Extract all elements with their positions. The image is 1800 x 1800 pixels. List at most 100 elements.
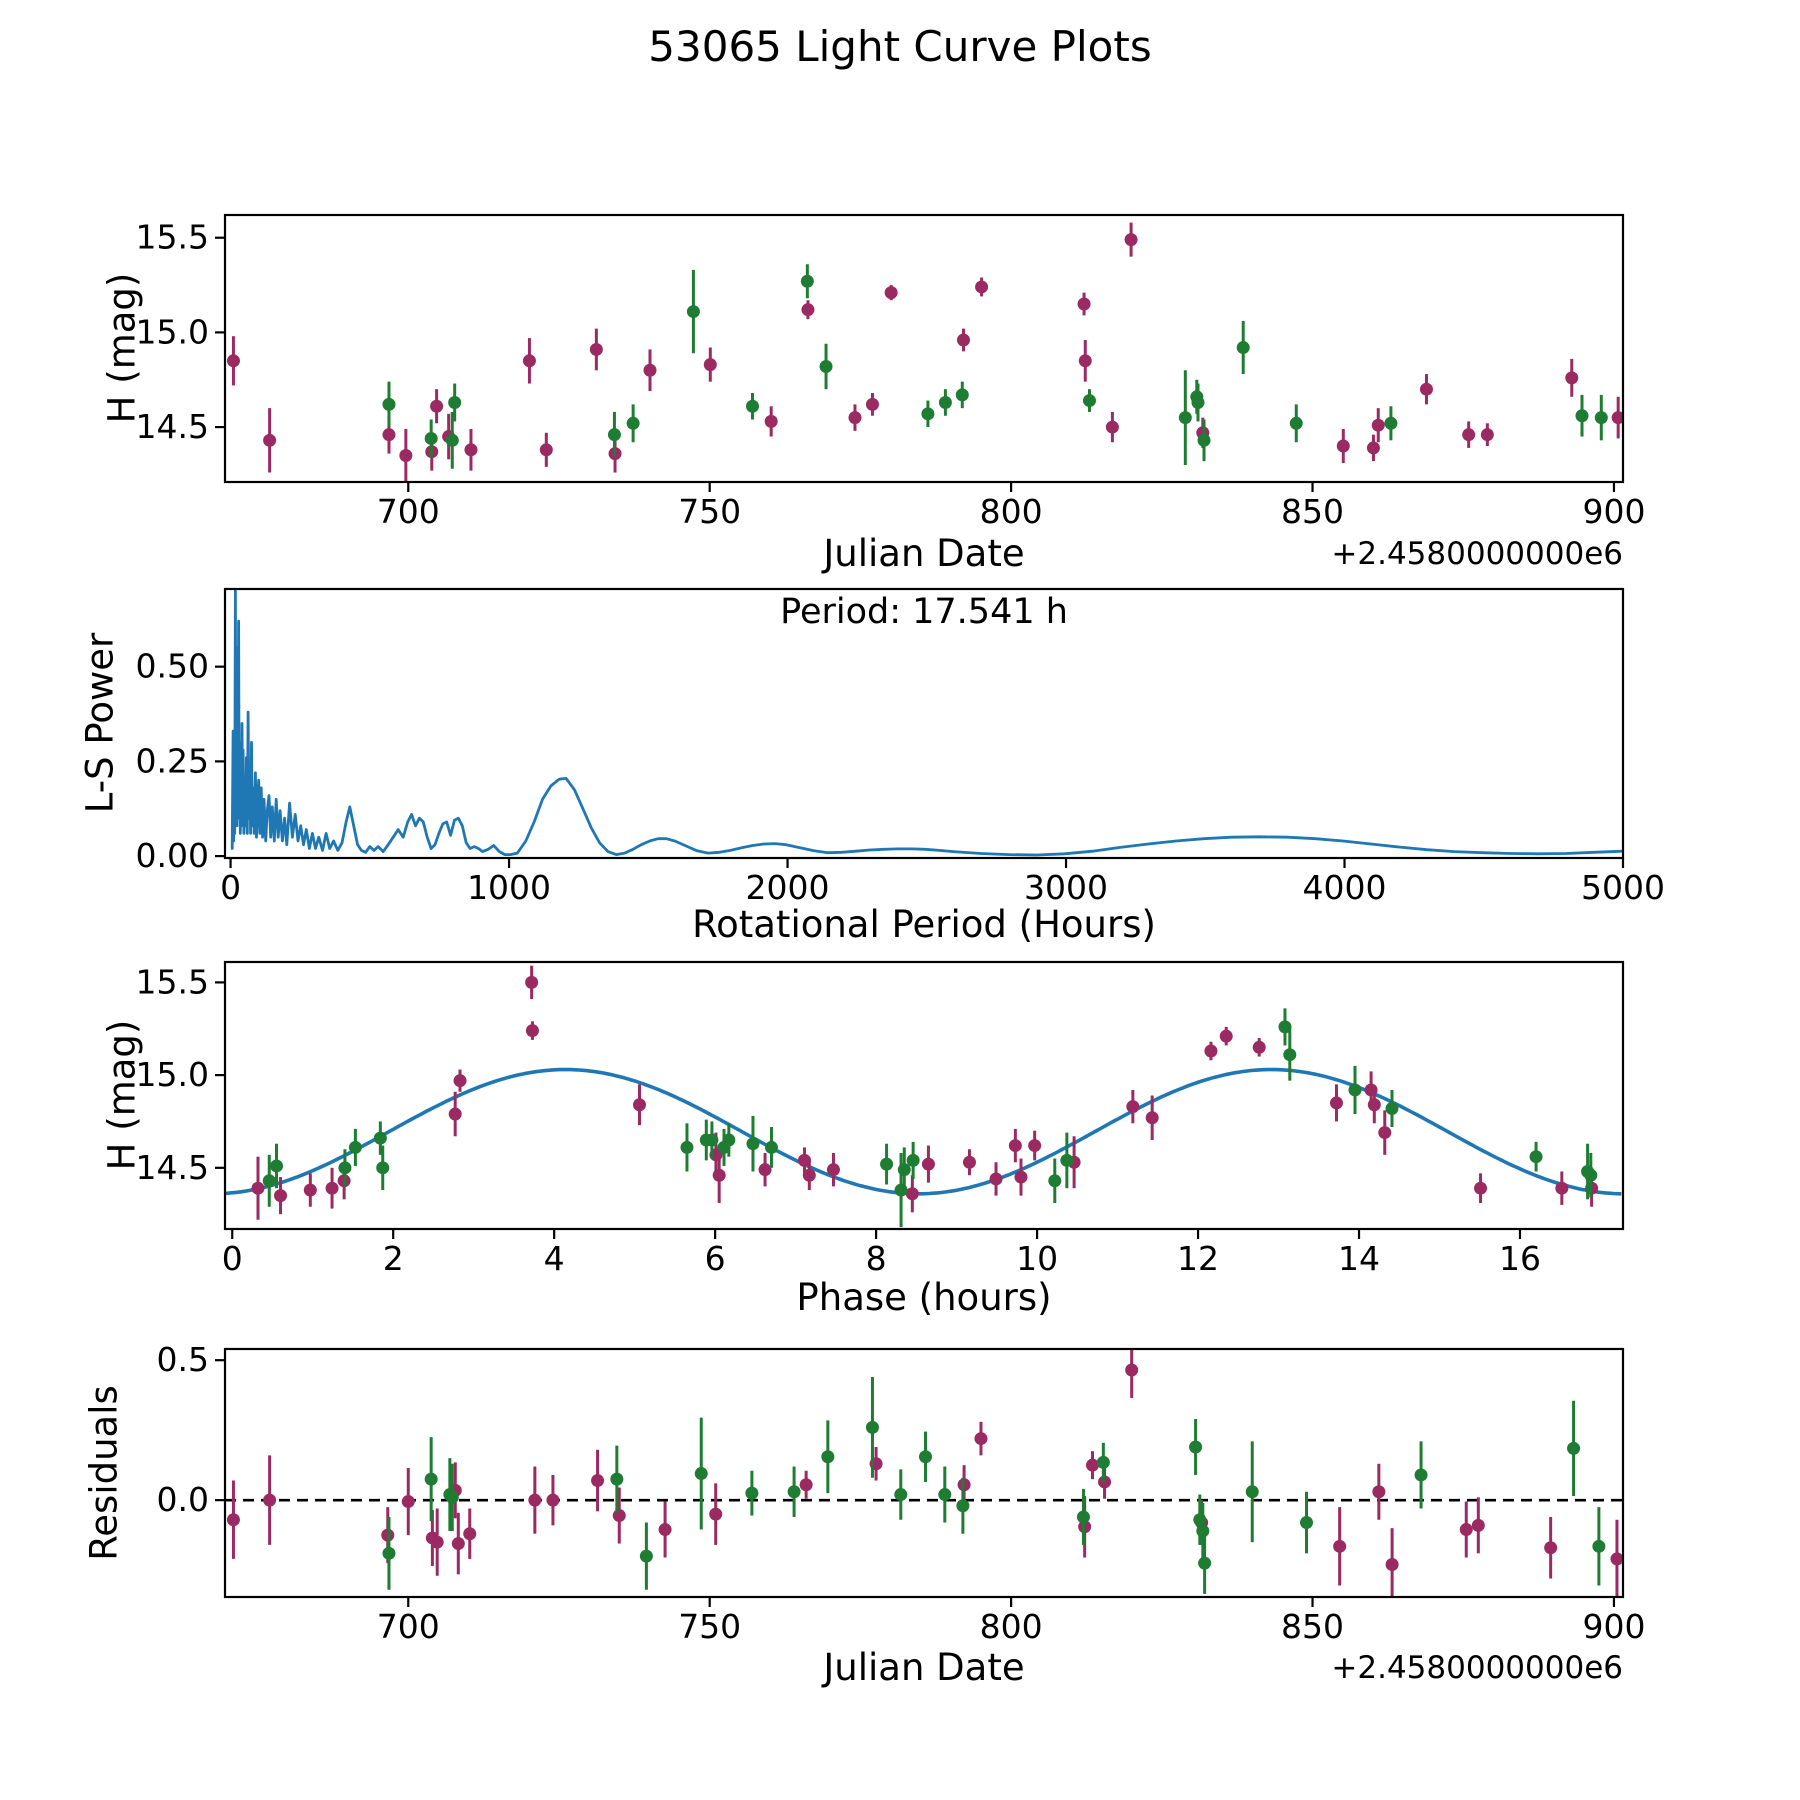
data-point bbox=[1289, 416, 1303, 430]
data-point bbox=[746, 1137, 760, 1151]
data-point bbox=[1008, 1139, 1022, 1153]
data-point bbox=[921, 1157, 935, 1171]
data-point bbox=[1245, 1485, 1259, 1499]
data-point bbox=[680, 1140, 694, 1154]
data-point bbox=[1076, 1510, 1090, 1524]
data-point bbox=[1048, 1174, 1062, 1188]
data-point bbox=[709, 1507, 723, 1521]
x-tick-label: 0 bbox=[220, 868, 241, 907]
data-point bbox=[1384, 416, 1398, 430]
series-green bbox=[382, 1376, 1606, 1594]
axes-light_curve: 700 750 800 850 900 14.5 15.0 15.5 bbox=[136, 213, 1645, 531]
data-point bbox=[430, 1535, 444, 1549]
data-point bbox=[905, 1187, 919, 1201]
data-point bbox=[226, 354, 240, 368]
data-point bbox=[1565, 371, 1579, 385]
data-point bbox=[607, 428, 621, 442]
data-point bbox=[974, 1432, 988, 1446]
data-point bbox=[424, 431, 438, 445]
y-tick-label: 0.5 bbox=[157, 1340, 209, 1379]
data-point bbox=[1096, 1455, 1110, 1469]
data-point bbox=[1193, 1513, 1207, 1527]
data-point bbox=[1178, 411, 1192, 425]
data-point bbox=[263, 433, 277, 447]
data-point bbox=[880, 1157, 894, 1171]
data-point bbox=[1567, 1441, 1581, 1455]
data-point bbox=[764, 414, 778, 428]
data-point bbox=[251, 1181, 265, 1195]
data-point bbox=[643, 363, 657, 377]
data-point bbox=[270, 1159, 284, 1173]
sinusoid-fit-line bbox=[224, 1067, 1622, 1196]
data-point bbox=[1366, 441, 1380, 455]
data-point bbox=[632, 1098, 646, 1112]
data-point bbox=[445, 433, 459, 447]
data-point bbox=[712, 1168, 726, 1182]
data-point bbox=[938, 395, 952, 409]
data-point bbox=[1385, 1558, 1399, 1572]
data-point bbox=[1555, 1181, 1569, 1195]
axes-periodogram: 0 1000 2000 3000 4000 5000 0.00 0.25 0.50 bbox=[136, 587, 1665, 907]
data-point bbox=[1196, 1524, 1210, 1538]
data-point bbox=[430, 399, 444, 413]
data-point bbox=[819, 359, 833, 373]
data-point bbox=[612, 1509, 626, 1523]
x-tick-label: 750 bbox=[678, 1607, 741, 1646]
data-point bbox=[1125, 1363, 1139, 1377]
data-point bbox=[764, 1140, 778, 1154]
data-point bbox=[376, 1161, 390, 1175]
data-point bbox=[1105, 420, 1119, 434]
phase-plot-xlabel: Phase (hours) bbox=[796, 1276, 1052, 1319]
data-point bbox=[1329, 1096, 1343, 1110]
y-tick-label: 14.5 bbox=[136, 1148, 209, 1187]
x-tick-label: 0 bbox=[222, 1239, 243, 1278]
x-tick-label: 8 bbox=[866, 1239, 887, 1278]
data-point bbox=[325, 1181, 339, 1195]
data-point bbox=[274, 1189, 288, 1203]
data-point bbox=[722, 1133, 736, 1147]
data-point bbox=[626, 416, 640, 430]
data-point bbox=[787, 1485, 801, 1499]
data-point bbox=[1236, 341, 1250, 355]
data-point bbox=[1348, 1083, 1362, 1097]
data-point bbox=[525, 1024, 539, 1038]
data-point bbox=[1372, 1485, 1386, 1499]
x-tick-label: 900 bbox=[1582, 492, 1645, 531]
periodogram-line bbox=[230, 589, 1624, 857]
data-point bbox=[1480, 428, 1494, 442]
data-point bbox=[799, 1478, 813, 1492]
data-point bbox=[226, 1513, 240, 1527]
x-tick-label: 6 bbox=[705, 1239, 726, 1278]
data-point bbox=[1082, 394, 1096, 408]
data-point bbox=[1252, 1040, 1266, 1054]
data-point bbox=[262, 1174, 276, 1188]
axes-frame bbox=[223, 960, 1625, 1231]
data-point bbox=[745, 1486, 759, 1500]
data-point bbox=[1594, 411, 1608, 425]
data-point bbox=[955, 388, 969, 402]
data-point bbox=[989, 1172, 1003, 1186]
data-point bbox=[865, 1420, 879, 1434]
data-point bbox=[884, 286, 898, 300]
axes-phased_light_curve: 0 2 4 6 8 10 12 14 16 14.5 15.0 15.5 bbox=[136, 960, 1625, 1278]
data-point bbox=[1459, 1523, 1473, 1537]
axes-frame bbox=[223, 1347, 1625, 1599]
data-point bbox=[1544, 1541, 1558, 1555]
data-point bbox=[694, 1467, 708, 1481]
x-tick-label: 2000 bbox=[746, 868, 830, 907]
data-point bbox=[821, 1450, 835, 1464]
data-point bbox=[1028, 1139, 1042, 1153]
data-point bbox=[865, 397, 879, 411]
data-point bbox=[453, 1074, 467, 1088]
y-tick-label: 0.25 bbox=[136, 741, 209, 780]
data-point bbox=[1126, 1100, 1140, 1114]
data-point bbox=[826, 1163, 840, 1177]
data-point bbox=[528, 1493, 542, 1507]
x-tick-label: 850 bbox=[1281, 492, 1344, 531]
data-point bbox=[464, 443, 478, 457]
data-point bbox=[1336, 439, 1350, 453]
data-point bbox=[658, 1523, 672, 1537]
axes-residuals: 700 750 800 850 900 0.0 0.5 bbox=[157, 1340, 1646, 1646]
